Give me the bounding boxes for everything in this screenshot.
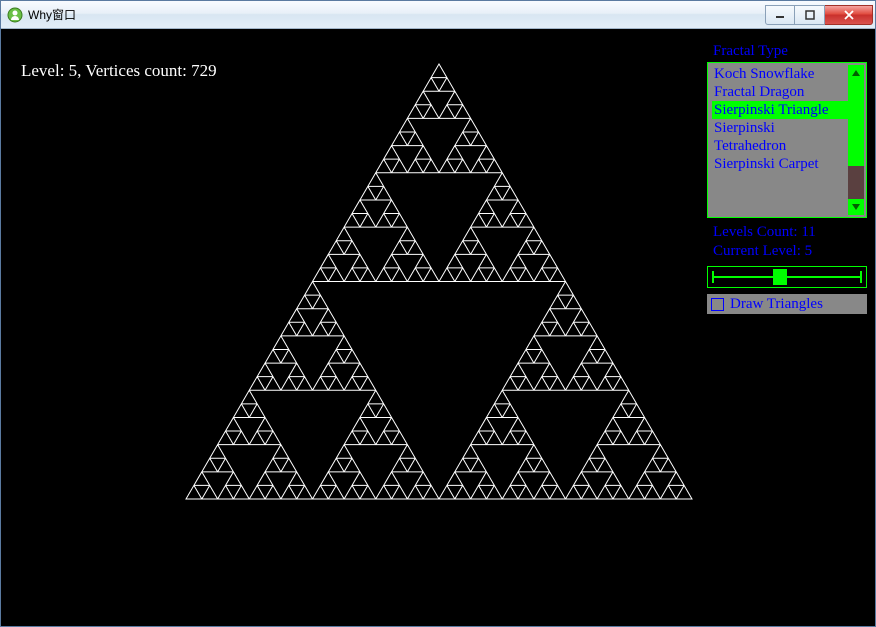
window-title: Why窗口: [28, 6, 765, 23]
maximize-button[interactable]: [795, 5, 825, 25]
minimize-button[interactable]: [765, 5, 795, 25]
fractal-type-listbox[interactable]: Koch SnowflakeFractal DragonSierpinski T…: [707, 62, 867, 218]
scroll-up-arrow[interactable]: [848, 65, 864, 81]
scroll-down-arrow[interactable]: [848, 199, 864, 215]
list-item[interactable]: Sierpinski Triangle: [712, 101, 848, 119]
list-item[interactable]: Sierpinski Tetrahedron: [712, 119, 848, 155]
scroll-track[interactable]: [848, 81, 864, 199]
draw-triangles-checkbox[interactable]: [711, 298, 724, 311]
slider-max-tick: [860, 271, 862, 283]
scroll-thumb[interactable]: [848, 166, 864, 199]
current-level-label: Current Level: 5: [707, 243, 867, 262]
level-slider[interactable]: [707, 266, 867, 288]
control-panel: Fractal Type Koch SnowflakeFractal Drago…: [707, 43, 867, 314]
window-buttons: [765, 5, 873, 25]
fractal-canvas: [1, 34, 701, 624]
list-item[interactable]: Fractal Dragon: [712, 83, 848, 101]
list-items-container: Koch SnowflakeFractal DragonSierpinski T…: [708, 63, 848, 217]
slider-thumb[interactable]: [773, 269, 787, 285]
levels-count-label: Levels Count: 11: [707, 224, 867, 243]
app-icon: [7, 7, 23, 23]
list-item[interactable]: Sierpinski Carpet: [712, 155, 848, 173]
draw-triangles-row[interactable]: Draw Triangles: [707, 294, 867, 314]
draw-triangles-label: Draw Triangles: [730, 296, 823, 313]
app-window: Why窗口 Level: 5, Vertices count: 729 Frac…: [0, 0, 876, 627]
titlebar[interactable]: Why窗口: [1, 1, 875, 29]
listbox-scrollbar[interactable]: [848, 65, 864, 215]
close-button[interactable]: [825, 5, 873, 25]
client-area: Level: 5, Vertices count: 729 Fractal Ty…: [1, 29, 875, 626]
fractal-type-label: Fractal Type: [707, 43, 867, 62]
slider-track[interactable]: [714, 276, 860, 278]
list-item[interactable]: Koch Snowflake: [712, 65, 848, 83]
